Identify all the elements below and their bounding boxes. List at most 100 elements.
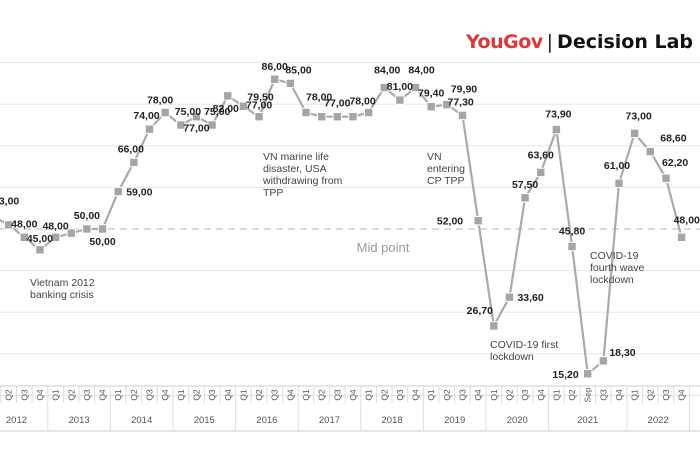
data-marker — [19, 232, 29, 243]
data-label: 79,90 — [451, 84, 477, 96]
data-marker — [207, 120, 217, 130]
data-marker — [270, 74, 280, 84]
data-marker — [316, 111, 327, 122]
data-label: 79,50 — [247, 91, 273, 103]
data-label: 68,60 — [660, 133, 686, 145]
x-tick-label: Q1 — [364, 389, 374, 401]
x-tick-label: Q2 — [66, 389, 76, 401]
x-axis: Q1 Q2 Q3 Q4 Q1 Q2 Q3 Q4 Q1 Q2 Q3 Q4 Q1 Q2 Q3 Q4 Q1 Q2 Q3 Q4… — [0, 385, 700, 432]
data-marker — [473, 215, 483, 226]
data-label: 48,00 — [42, 220, 68, 232]
x-tick-label: Q1 — [301, 389, 311, 401]
x-tick-label: Q2 — [442, 389, 452, 401]
x-tick-label: Q3 — [598, 389, 608, 401]
x-tick-label: Q4 — [98, 389, 108, 401]
grid-lines — [0, 62, 700, 396]
x-tick-label: Q2 — [254, 389, 264, 401]
data-label: 75,00 — [175, 106, 201, 118]
data-label: 63,60 — [528, 149, 554, 161]
x-tick-label: Q2 — [4, 389, 14, 401]
x-tick-label: Q1 — [489, 389, 499, 401]
data-label: 79,40 — [418, 88, 444, 100]
data-labels: 53,0048,0045,0048,0050,0050,0059,0066,00… — [0, 61, 700, 381]
brand-separator: | — [546, 31, 554, 53]
x-tick-label: Q2 — [379, 389, 389, 401]
data-marker — [144, 124, 155, 134]
data-label: 33,60 — [517, 292, 543, 304]
x-tick-label: Q4 — [536, 389, 546, 401]
x-tick-label: Q3 — [520, 389, 530, 401]
x-tick-label: Q1 — [238, 389, 248, 401]
x-tick-label: Q1 — [630, 389, 640, 401]
x-tick-label: Q2 — [129, 389, 139, 401]
x-tick-label: Q1 — [551, 389, 561, 401]
data-marker — [551, 124, 562, 135]
data-marker — [285, 78, 296, 89]
year-label: 2015 — [194, 415, 215, 426]
data-label: 18,30 — [609, 347, 635, 359]
brand-yougov: YouGov — [466, 31, 543, 53]
data-label: 45,80 — [559, 225, 585, 237]
x-tick-label: Q3 — [395, 389, 405, 401]
x-tick-label: Q1 — [426, 389, 436, 401]
data-label: 57,50 — [512, 179, 538, 191]
data-marker — [395, 95, 405, 105]
brand-logo: YouGov | Decision Lab — [466, 31, 693, 53]
data-marker — [82, 224, 92, 234]
x-tick-label: Q4 — [35, 389, 45, 401]
data-marker — [567, 241, 577, 252]
data-marker — [66, 228, 76, 238]
year-label: 2016 — [256, 415, 277, 426]
year-label: 2019 — [444, 415, 465, 426]
data-marker — [410, 82, 421, 93]
data-marker — [35, 245, 45, 255]
year-label: 2018 — [382, 415, 403, 426]
x-tick-label: Q2 — [645, 389, 655, 401]
x-tick-label: Q4 — [223, 389, 233, 401]
annotation-text: Vietnam 2012 banking crisis — [30, 277, 95, 301]
x-tick-label: Sep — [583, 387, 593, 402]
x-tick-label: Q2 — [191, 389, 201, 401]
x-tick-label: Q3 — [19, 389, 29, 401]
data-marker — [426, 101, 436, 112]
data-label: 77,00 — [246, 100, 272, 112]
midpoint-label: Mid point — [357, 240, 410, 255]
data-label: 59,00 — [126, 187, 152, 199]
data-marker — [614, 178, 624, 188]
data-marker — [113, 186, 123, 197]
x-tick-label: Q4 — [411, 389, 421, 401]
data-label: 50,00 — [89, 236, 115, 248]
data-label: 77,30 — [448, 96, 474, 108]
data-markers — [3, 74, 687, 379]
data-label: 26,70 — [467, 305, 493, 317]
x-tick-label: Q4 — [160, 389, 170, 401]
data-marker — [50, 232, 61, 243]
data-label: 50,00 — [74, 210, 100, 222]
x-tick-label: Q2 — [567, 389, 577, 401]
data-marker — [520, 193, 530, 203]
midpoint-line: Mid point — [0, 228, 700, 255]
data-marker — [676, 232, 687, 243]
data-marker — [645, 146, 655, 157]
data-label: 45,00 — [27, 233, 53, 245]
x-tick-label: Q3 — [145, 389, 155, 401]
x-tick-label: Q3 — [270, 389, 280, 401]
year-label: 2020 — [507, 415, 528, 426]
year-label: 2017 — [319, 415, 340, 426]
annotation-text: VN entering CP TPP — [427, 151, 465, 187]
data-label: 77,00 — [324, 98, 350, 110]
data-label: 78,00 — [147, 95, 173, 107]
data-marker — [254, 111, 264, 122]
data-marker — [598, 356, 609, 366]
annotations: Vietnam 2012 banking crisis VN marine life… — [30, 151, 644, 363]
year-label: 2021 — [577, 415, 598, 426]
data-label: 73,00 — [626, 110, 652, 122]
data-label: 84,00 — [374, 65, 400, 77]
x-tick-label: Q4 — [348, 389, 358, 401]
data-marker — [363, 107, 374, 118]
data-label: 48,00 — [11, 218, 37, 230]
x-tick-label: Q4 — [285, 389, 295, 401]
data-label: 77,00 — [183, 123, 209, 135]
data-label: 48,00 — [674, 214, 700, 226]
